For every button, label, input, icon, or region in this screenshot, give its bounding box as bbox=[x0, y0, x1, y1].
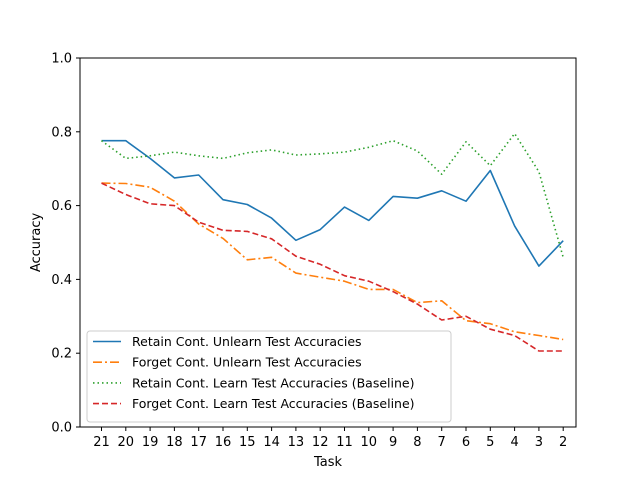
series-line-4 bbox=[101, 182, 564, 352]
y-tick-label: 0.4 bbox=[51, 273, 72, 288]
y-tick-label: 0.2 bbox=[51, 347, 72, 362]
y-tick-label: 1.0 bbox=[51, 52, 72, 67]
y-tick-label: 0.8 bbox=[51, 125, 72, 140]
x-tick-label: 9 bbox=[389, 435, 397, 450]
legend-label: Retain Cont. Unlearn Test Accuracies bbox=[132, 334, 362, 349]
legend-box bbox=[86, 330, 452, 423]
x-tick-label: 3 bbox=[535, 435, 543, 450]
x-tick-label: 18 bbox=[166, 435, 183, 450]
x-tick-label: 6 bbox=[462, 435, 470, 450]
legend: Retain Cont. Unlearn Test Accuracies Forg… bbox=[86, 330, 452, 423]
x-tick-label: 16 bbox=[215, 435, 232, 450]
x-tick-label: 14 bbox=[263, 435, 280, 450]
x-tick-label: 21 bbox=[93, 435, 110, 450]
series-line-2 bbox=[101, 182, 564, 341]
plot-lines bbox=[101, 132, 564, 352]
y-tick-label: 0.0 bbox=[51, 421, 72, 436]
legend-label: Retain Cont. Learn Test Accuracies (Base… bbox=[132, 375, 414, 390]
x-tick-label: 17 bbox=[190, 435, 207, 450]
x-tick-label: 15 bbox=[239, 435, 256, 450]
x-tick-label: 11 bbox=[336, 435, 353, 450]
x-tick-label: 5 bbox=[486, 435, 494, 450]
y-axis-ticks: 0.0 0.2 0.4 0.6 0.8 1.0 bbox=[51, 52, 80, 436]
legend-label: Forget Cont. Unlearn Test Accuracies bbox=[132, 355, 362, 370]
y-axis-label: Accuracy bbox=[29, 213, 44, 273]
x-axis-ticks: 21 20 19 18 17 16 15 14 13 12 11 10 9 8 7 6 5 4 3 2 bbox=[93, 427, 567, 450]
x-tick-label: 10 bbox=[361, 435, 378, 450]
x-tick-label: 20 bbox=[118, 435, 135, 450]
x-tick-label: 13 bbox=[288, 435, 305, 450]
y-tick-label: 0.6 bbox=[51, 199, 72, 214]
x-tick-label: 2 bbox=[559, 435, 567, 450]
x-tick-label: 19 bbox=[142, 435, 159, 450]
x-tick-label: 4 bbox=[510, 435, 518, 450]
x-axis-label: Task bbox=[313, 455, 343, 470]
x-tick-label: 8 bbox=[413, 435, 421, 450]
series-line-3 bbox=[101, 132, 564, 258]
axes-frame bbox=[79, 57, 577, 428]
series-line-1 bbox=[101, 139, 564, 267]
legend-label: Forget Cont. Learn Test Accuracies (Base… bbox=[132, 396, 415, 411]
x-tick-label: 12 bbox=[312, 435, 329, 450]
x-tick-label: 7 bbox=[438, 435, 446, 450]
